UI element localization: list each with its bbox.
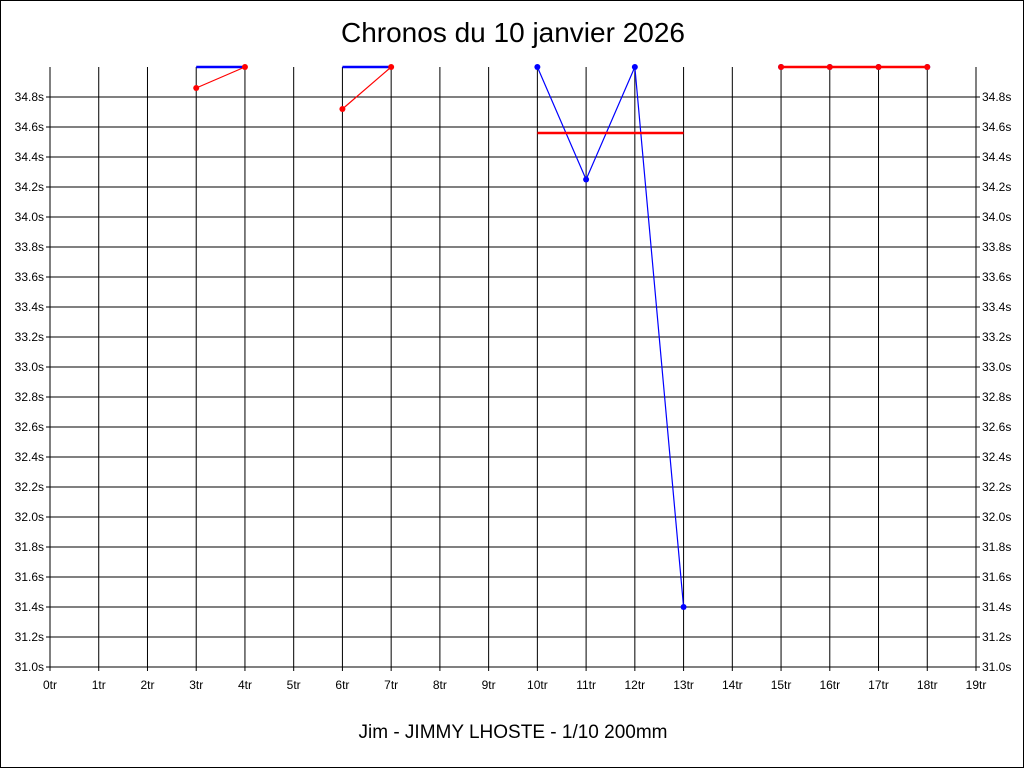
x-tick-label: 1tr	[92, 678, 106, 692]
series-lines	[193, 64, 931, 610]
data-point-series-1	[680, 604, 687, 610]
y-tick-label-left: 32.4s	[15, 450, 44, 464]
chart-subtitle: Jim - JIMMY LHOSTE - 1/10 200mm	[358, 722, 668, 743]
y-tick-label-left: 34.2s	[15, 180, 44, 194]
y-tick-label-left: 34.8s	[15, 90, 44, 104]
y-tick-label-left: 34.0s	[15, 210, 44, 224]
x-tick-label: 0tr	[43, 678, 57, 692]
data-point-series-2	[875, 64, 882, 70]
x-tick-label: 3tr	[189, 678, 203, 692]
x-tick-label: 7tr	[384, 678, 398, 692]
y-tick-label-left: 32.6s	[15, 420, 44, 434]
data-point-series-1	[583, 176, 590, 183]
x-tick-label: 18tr	[917, 678, 938, 692]
y-tick-label-right: 33.4s	[982, 300, 1011, 314]
y-tick-label-right: 34.4s	[982, 150, 1011, 164]
y-tick-label-left: 34.4s	[15, 150, 44, 164]
y-tick-label-left: 33.8s	[15, 240, 44, 254]
y-tick-label-right: 33.8s	[982, 240, 1011, 254]
y-tick-label-right: 32.0s	[982, 510, 1011, 524]
y-tick-label-left: 33.6s	[15, 270, 44, 284]
y-tick-label-left: 33.2s	[15, 330, 44, 344]
y-tick-label-right: 31.0s	[982, 660, 1011, 674]
x-tick-label: 10tr	[527, 678, 548, 692]
y-tick-label-right: 31.6s	[982, 570, 1011, 584]
x-tick-label: 17tr	[868, 678, 889, 692]
x-tick-label: 9tr	[482, 678, 496, 692]
data-point-series-2	[388, 64, 395, 70]
x-tick-label: 13tr	[673, 678, 694, 692]
x-tick-label: 5tr	[287, 678, 301, 692]
data-point-series-2	[924, 64, 931, 70]
x-tick-label: 19tr	[966, 678, 987, 692]
y-tick-label-right: 31.4s	[982, 600, 1011, 614]
y-tick-label-right: 33.0s	[982, 360, 1011, 374]
x-tick-label: 6tr	[335, 678, 349, 692]
data-point-series-1	[631, 64, 638, 70]
y-tick-label-left: 33.4s	[15, 300, 44, 314]
y-tick-label-right: 34.8s	[982, 90, 1011, 104]
y-tick-label-right: 31.8s	[982, 540, 1011, 554]
y-tick-label-right: 33.2s	[982, 330, 1011, 344]
x-tick-label: 15tr	[771, 678, 792, 692]
x-tick-label: 4tr	[238, 678, 252, 692]
y-tick-label-right: 32.4s	[982, 450, 1011, 464]
y-tick-label-right: 34.2s	[982, 180, 1011, 194]
x-tick-label: 11tr	[576, 678, 596, 692]
y-tick-label-left: 34.6s	[15, 120, 44, 134]
y-tick-label-left: 31.0s	[15, 660, 44, 674]
data-point-series-1	[534, 64, 541, 70]
data-point-series-2	[826, 64, 833, 70]
x-tick-label: 14tr	[722, 678, 743, 692]
series-line-2	[195, 66, 246, 89]
y-tick-label-right: 33.6s	[982, 270, 1011, 284]
y-tick-label-left: 33.0s	[15, 360, 44, 374]
axis-ticks: 0tr 1tr 2tr 3tr 4tr 5tr 6tr 7tr 8tr 9tr 10tr 11tr 12…	[15, 67, 1011, 692]
y-tick-label-right: 32.6s	[982, 420, 1011, 434]
chart-title: Chronos du 10 janvier 2026	[340, 17, 685, 48]
grid-lines	[49, 67, 977, 668]
y-tick-label-left: 31.4s	[15, 600, 44, 614]
y-tick-label-right: 31.2s	[982, 630, 1011, 644]
y-tick-label-left: 31.8s	[15, 540, 44, 554]
data-point-series-2	[778, 64, 785, 70]
y-tick-label-right: 34.6s	[982, 120, 1011, 134]
x-tick-label: 16tr	[819, 678, 840, 692]
y-tick-label-right: 32.2s	[982, 480, 1011, 494]
x-tick-label: 2tr	[140, 678, 154, 692]
y-tick-label-left: 31.6s	[15, 570, 44, 584]
y-tick-label-left: 32.8s	[15, 390, 44, 404]
y-tick-label-right: 32.8s	[982, 390, 1011, 404]
series-line-1	[536, 66, 685, 608]
y-tick-label-left: 31.2s	[15, 630, 44, 644]
y-tick-label-right: 34.0s	[982, 210, 1011, 224]
y-tick-label-left: 32.2s	[15, 480, 44, 494]
data-point-series-2	[193, 85, 200, 91]
data-point-series-2	[241, 64, 248, 70]
x-tick-label: 12tr	[624, 678, 645, 692]
data-point-series-2	[339, 106, 346, 112]
series-line-2	[342, 66, 392, 110]
x-tick-label: 8tr	[433, 678, 447, 692]
y-tick-label-left: 32.0s	[15, 510, 44, 524]
